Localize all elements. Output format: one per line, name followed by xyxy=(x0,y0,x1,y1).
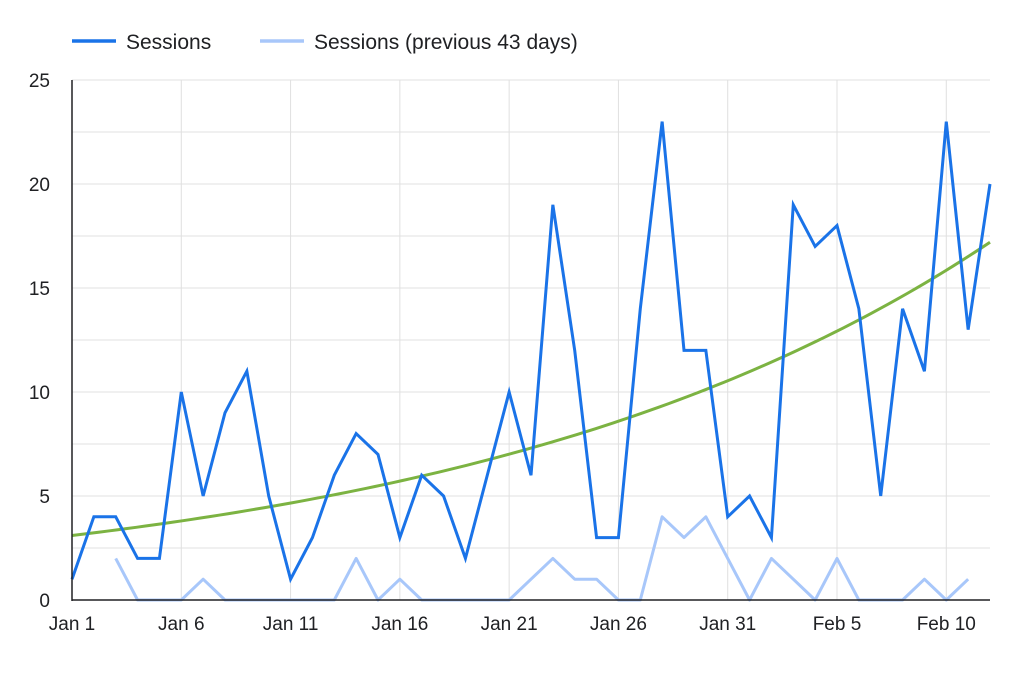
legend-label-sessions: Sessions xyxy=(126,31,211,54)
chart-legend: Sessions Sessions (previous 43 days) xyxy=(72,31,578,54)
plot-series xyxy=(70,121,992,602)
x-tick-label: Jan 11 xyxy=(263,614,319,635)
x-tick-label: Jan 6 xyxy=(158,614,204,635)
x-tick-label: Feb 5 xyxy=(813,614,862,635)
x-tick-label: Jan 21 xyxy=(481,614,538,635)
legend-label-previous: Sessions (previous 43 days) xyxy=(314,31,578,54)
y-tick-label: 0 xyxy=(39,591,50,612)
series-line-previous xyxy=(114,515,970,602)
tick-labels: 0 5 10 15 20 25 Jan 1 Jan 6 Jan 11 Jan 16 Jan 21 Ja… xyxy=(29,71,976,635)
trend-line xyxy=(71,240,991,538)
x-tick-label: Jan 1 xyxy=(49,614,95,635)
x-tick-label: Feb 10 xyxy=(917,614,976,635)
y-tick-label: 25 xyxy=(29,71,50,92)
series-line-sessions xyxy=(70,121,992,584)
x-tick-label: Jan 26 xyxy=(590,614,647,635)
x-tick-label: Jan 31 xyxy=(699,614,756,635)
x-tick-label: Jan 16 xyxy=(371,614,428,635)
y-tick-label: 10 xyxy=(29,383,50,404)
y-tick-label: 5 xyxy=(39,487,50,508)
axes xyxy=(71,80,990,601)
y-tick-label: 15 xyxy=(29,279,50,300)
y-tick-label: 20 xyxy=(29,175,50,196)
grid-lines xyxy=(72,79,990,600)
